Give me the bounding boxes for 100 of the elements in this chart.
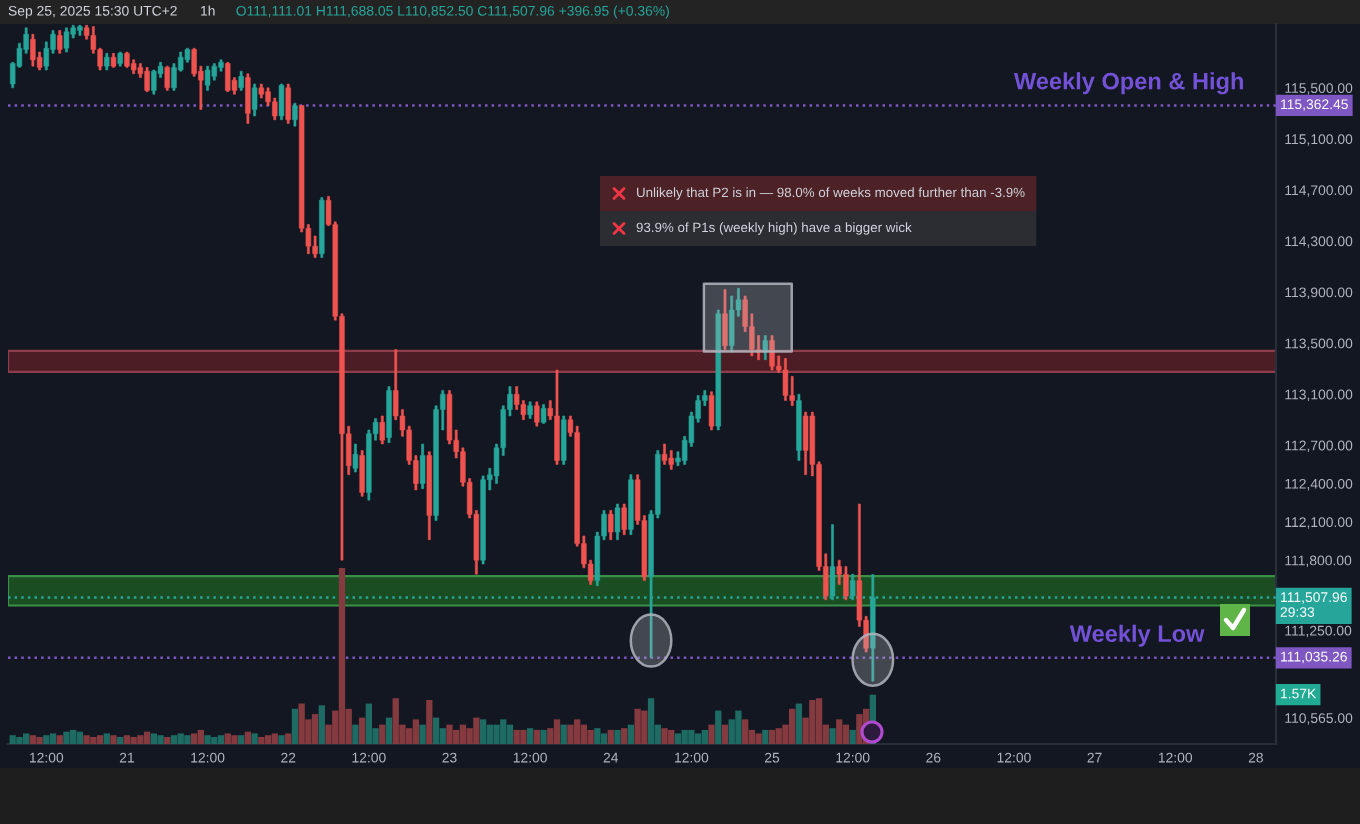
bar bbox=[170, 735, 178, 744]
bar bbox=[231, 735, 238, 744]
bar bbox=[318, 705, 325, 744]
bar bbox=[238, 735, 245, 744]
bar bbox=[607, 729, 614, 744]
bar bbox=[197, 729, 205, 744]
candlestick bbox=[426, 451, 433, 541]
bar bbox=[177, 733, 184, 744]
candlestick bbox=[57, 30, 63, 54]
candlestick bbox=[292, 102, 298, 127]
bar bbox=[728, 719, 735, 744]
point bbox=[702, 282, 793, 353]
bar bbox=[49, 733, 57, 744]
candlestick bbox=[762, 335, 768, 361]
candlestick bbox=[104, 53, 110, 71]
bar bbox=[70, 729, 77, 744]
bar bbox=[580, 724, 588, 744]
bar bbox=[634, 708, 641, 744]
candlestick bbox=[769, 335, 775, 371]
bar bbox=[352, 724, 359, 744]
bar bbox=[513, 729, 520, 744]
bar bbox=[278, 735, 285, 744]
candlestick bbox=[225, 62, 231, 92]
bar bbox=[674, 733, 682, 744]
bar bbox=[137, 735, 144, 744]
annotation: Weekly Low bbox=[1069, 624, 1205, 647]
candlestick bbox=[480, 475, 486, 565]
bar bbox=[90, 736, 97, 744]
candlestick bbox=[527, 401, 533, 419]
bar bbox=[809, 700, 816, 744]
bar bbox=[298, 703, 305, 744]
bar bbox=[560, 724, 567, 744]
bar bbox=[815, 698, 823, 744]
bar bbox=[251, 733, 258, 744]
candlestick bbox=[144, 67, 150, 92]
candlestick bbox=[386, 386, 392, 443]
candlestick bbox=[258, 83, 265, 99]
bar bbox=[258, 736, 265, 744]
annotation: Weekly Open & High bbox=[1013, 72, 1243, 95]
bar bbox=[130, 736, 137, 744]
bar bbox=[63, 731, 70, 744]
bar bbox=[56, 735, 63, 744]
bar bbox=[22, 733, 30, 744]
bar bbox=[432, 717, 440, 744]
bar bbox=[486, 724, 493, 744]
bar bbox=[520, 729, 527, 744]
candlestick bbox=[319, 197, 325, 258]
bar bbox=[647, 698, 655, 744]
bar bbox=[379, 724, 386, 744]
bar bbox=[43, 735, 50, 744]
candlestick bbox=[30, 33, 36, 67]
bar bbox=[365, 703, 372, 744]
bar bbox=[311, 714, 319, 744]
bar bbox=[426, 700, 433, 744]
bar bbox=[204, 735, 211, 744]
candlestick bbox=[708, 391, 715, 431]
bar bbox=[157, 735, 164, 744]
bar bbox=[211, 736, 218, 744]
bar bbox=[9, 735, 16, 744]
candlestick bbox=[722, 289, 728, 350]
candlestick bbox=[245, 73, 251, 124]
bar bbox=[271, 733, 278, 744]
bar bbox=[29, 735, 37, 744]
bar bbox=[143, 731, 151, 744]
bar bbox=[715, 710, 722, 744]
bar bbox=[768, 729, 776, 744]
candlestick bbox=[124, 51, 130, 68]
bar bbox=[217, 735, 225, 744]
bar bbox=[789, 708, 796, 744]
candlestick bbox=[554, 369, 560, 465]
bar bbox=[533, 729, 540, 744]
bar bbox=[587, 729, 594, 744]
bar bbox=[836, 719, 843, 744]
bar bbox=[668, 729, 675, 744]
bar bbox=[338, 568, 346, 744]
bar bbox=[829, 728, 836, 744]
bar bbox=[453, 729, 460, 744]
bar bbox=[103, 733, 110, 744]
bar bbox=[96, 735, 104, 744]
candlestick bbox=[117, 51, 123, 67]
candlestick bbox=[628, 474, 634, 535]
bar bbox=[641, 710, 648, 744]
candlestick bbox=[285, 83, 291, 124]
bar bbox=[123, 735, 131, 744]
candlestick bbox=[843, 566, 849, 601]
bar bbox=[540, 729, 547, 744]
bar bbox=[392, 698, 399, 744]
bar bbox=[553, 719, 561, 744]
candlestick bbox=[151, 69, 157, 95]
bar bbox=[708, 724, 715, 744]
bar bbox=[701, 729, 708, 744]
candlestick bbox=[782, 358, 789, 401]
bar bbox=[117, 736, 124, 744]
candlestick bbox=[540, 404, 547, 424]
bar bbox=[594, 728, 601, 744]
bar bbox=[721, 724, 729, 744]
bar bbox=[735, 710, 742, 744]
bar bbox=[762, 729, 769, 744]
bar bbox=[775, 728, 782, 744]
candlestick bbox=[561, 415, 567, 465]
